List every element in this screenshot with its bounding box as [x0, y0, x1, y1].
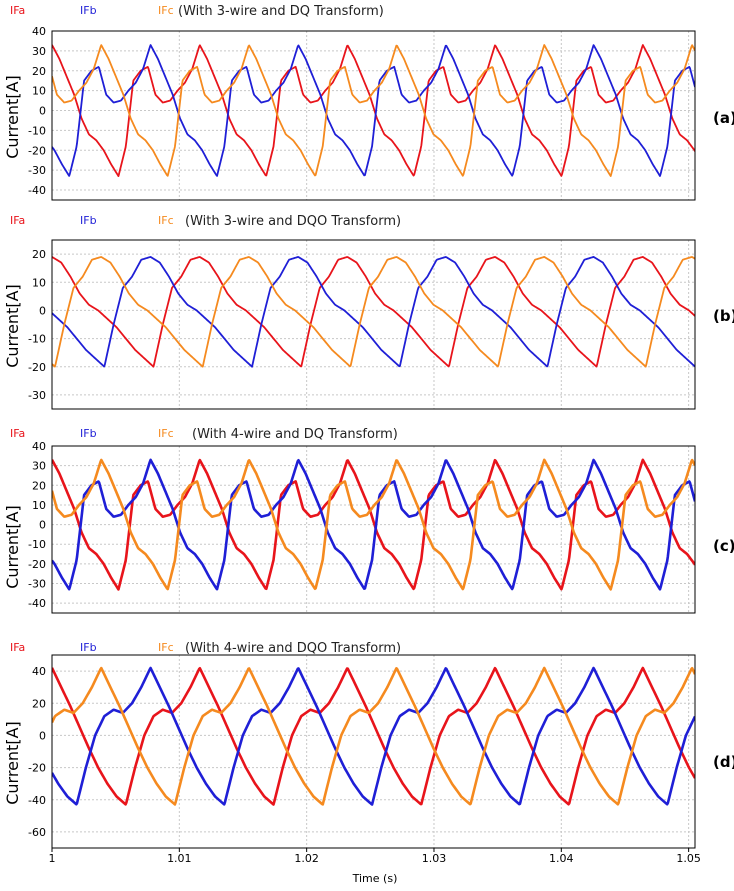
legend-entry-ifb: IFb: [80, 214, 97, 227]
y-tick-label: 20: [32, 65, 46, 78]
x-tick-label: 1.05: [676, 852, 701, 865]
y-tick-label: -10: [28, 538, 46, 551]
y-axis-label: Current[A]: [3, 721, 22, 805]
y-tick-label: -20: [28, 558, 46, 571]
y-axis-label: Current[A]: [3, 284, 22, 368]
legend-entry-ifa: IFa: [10, 427, 25, 440]
legend-entry-ifb: IFb: [80, 4, 97, 17]
series-line-ifc: [52, 256, 695, 368]
chart-panel-3: 40 20 0 -20 -40 -60 IFa IFb IFc (With 4-wire and …: [3, 641, 734, 849]
y-tick-label: 0: [39, 729, 46, 742]
series-line-ifc: [52, 666, 695, 806]
panel-label: (c): [713, 537, 734, 555]
y-tick-label: 0: [39, 304, 46, 317]
y-tick-label: -20: [28, 762, 46, 775]
legend-entry-ifb: IFb: [80, 641, 97, 654]
series-line-ifc: [52, 44, 695, 177]
legend-entry-ifc: IFc: [158, 427, 174, 440]
series-line-ifa: [52, 44, 695, 178]
y-tick-label: -40: [28, 184, 46, 197]
y-tick-label: -40: [28, 597, 46, 610]
chart-panel-2: 40 30 20 10 0 -10 -20 -30 -40 IFa IFb IFc (With 4-wi…: [3, 427, 734, 614]
plot-frame: [51, 445, 696, 614]
series-line-ifb: [52, 44, 695, 177]
y-tick-label: -60: [28, 826, 46, 839]
plot-frame: [51, 239, 696, 410]
y-tick-label: -30: [28, 389, 46, 402]
x-tick-label: 1.01: [167, 852, 192, 865]
series-line-ifa: [52, 256, 695, 368]
y-tick-label: 10: [32, 276, 46, 289]
chart-panel-1: 20 10 0 -10 -20 -30 IFa IFb IFc (With 3-wire and …: [3, 214, 734, 410]
panel-title: (With 3-wire and DQO Transform): [185, 214, 401, 229]
plot-area: [52, 655, 695, 848]
y-tick-label: 30: [32, 45, 46, 58]
series-line-ifb: [52, 256, 695, 368]
panel-title: (With 4-wire and DQ Transform): [192, 427, 398, 442]
panel-title: (With 3-wire and DQ Transform): [178, 4, 384, 19]
y-tick-label: 40: [32, 440, 46, 453]
x-tick-label: 1.02: [294, 852, 319, 865]
legend-entry-ifc: IFc: [158, 641, 174, 654]
series-line-ifc: [52, 458, 695, 591]
y-tick-label: 0: [39, 105, 46, 118]
y-tick-label: 30: [32, 460, 46, 473]
panel-label: (a): [713, 109, 734, 127]
y-tick-label: -30: [28, 578, 46, 591]
x-axis-label: Time (s): [352, 872, 398, 885]
y-tick-label: 40: [32, 25, 46, 38]
plot-frame: [51, 30, 696, 201]
legend-entry-ifc: IFc: [158, 214, 174, 227]
legend-entry-ifc: IFc: [158, 4, 174, 17]
plot-frame: [51, 654, 696, 849]
series-line-ifa: [52, 458, 695, 591]
panel-title: (With 4-wire and DQO Transform): [185, 641, 401, 656]
y-axis-label: Current[A]: [3, 505, 22, 589]
y-tick-label: -10: [28, 124, 46, 137]
y-tick-label: -10: [28, 333, 46, 346]
y-tick-label: 10: [32, 85, 46, 98]
y-tick-label: 0: [39, 519, 46, 532]
y-tick-label: 20: [32, 479, 46, 492]
series-line-ifa: [52, 666, 695, 806]
y-axis-label: Current[A]: [3, 75, 22, 159]
series-line-ifb: [52, 458, 695, 591]
x-tick-label: 1.04: [549, 852, 574, 865]
panel-label: (b): [713, 307, 734, 325]
legend-entry-ifa: IFa: [10, 4, 25, 17]
y-tick-label: -20: [28, 361, 46, 374]
plot-area: [52, 240, 695, 409]
legend-entry-ifa: IFa: [10, 641, 25, 654]
x-tick-label: 1.03: [422, 852, 447, 865]
y-tick-label: 20: [32, 248, 46, 261]
panel-label: (d): [713, 753, 734, 771]
series-line-ifb: [52, 666, 695, 806]
y-tick-label: -20: [28, 144, 46, 157]
legend-entry-ifb: IFb: [80, 427, 97, 440]
legend-entry-ifa: IFa: [10, 214, 25, 227]
y-tick-label: 20: [32, 697, 46, 710]
chart-panel-0: 40 30 20 10 0 -10 -20 -30 -40 IFa IFb IFc (With 3-wi…: [3, 4, 734, 201]
y-tick-label: 40: [32, 665, 46, 678]
y-tick-label: 10: [32, 499, 46, 512]
x-tick-label: 1: [49, 852, 56, 865]
plot-area: [52, 31, 695, 200]
y-tick-label: -40: [28, 794, 46, 807]
y-tick-label: -30: [28, 164, 46, 177]
